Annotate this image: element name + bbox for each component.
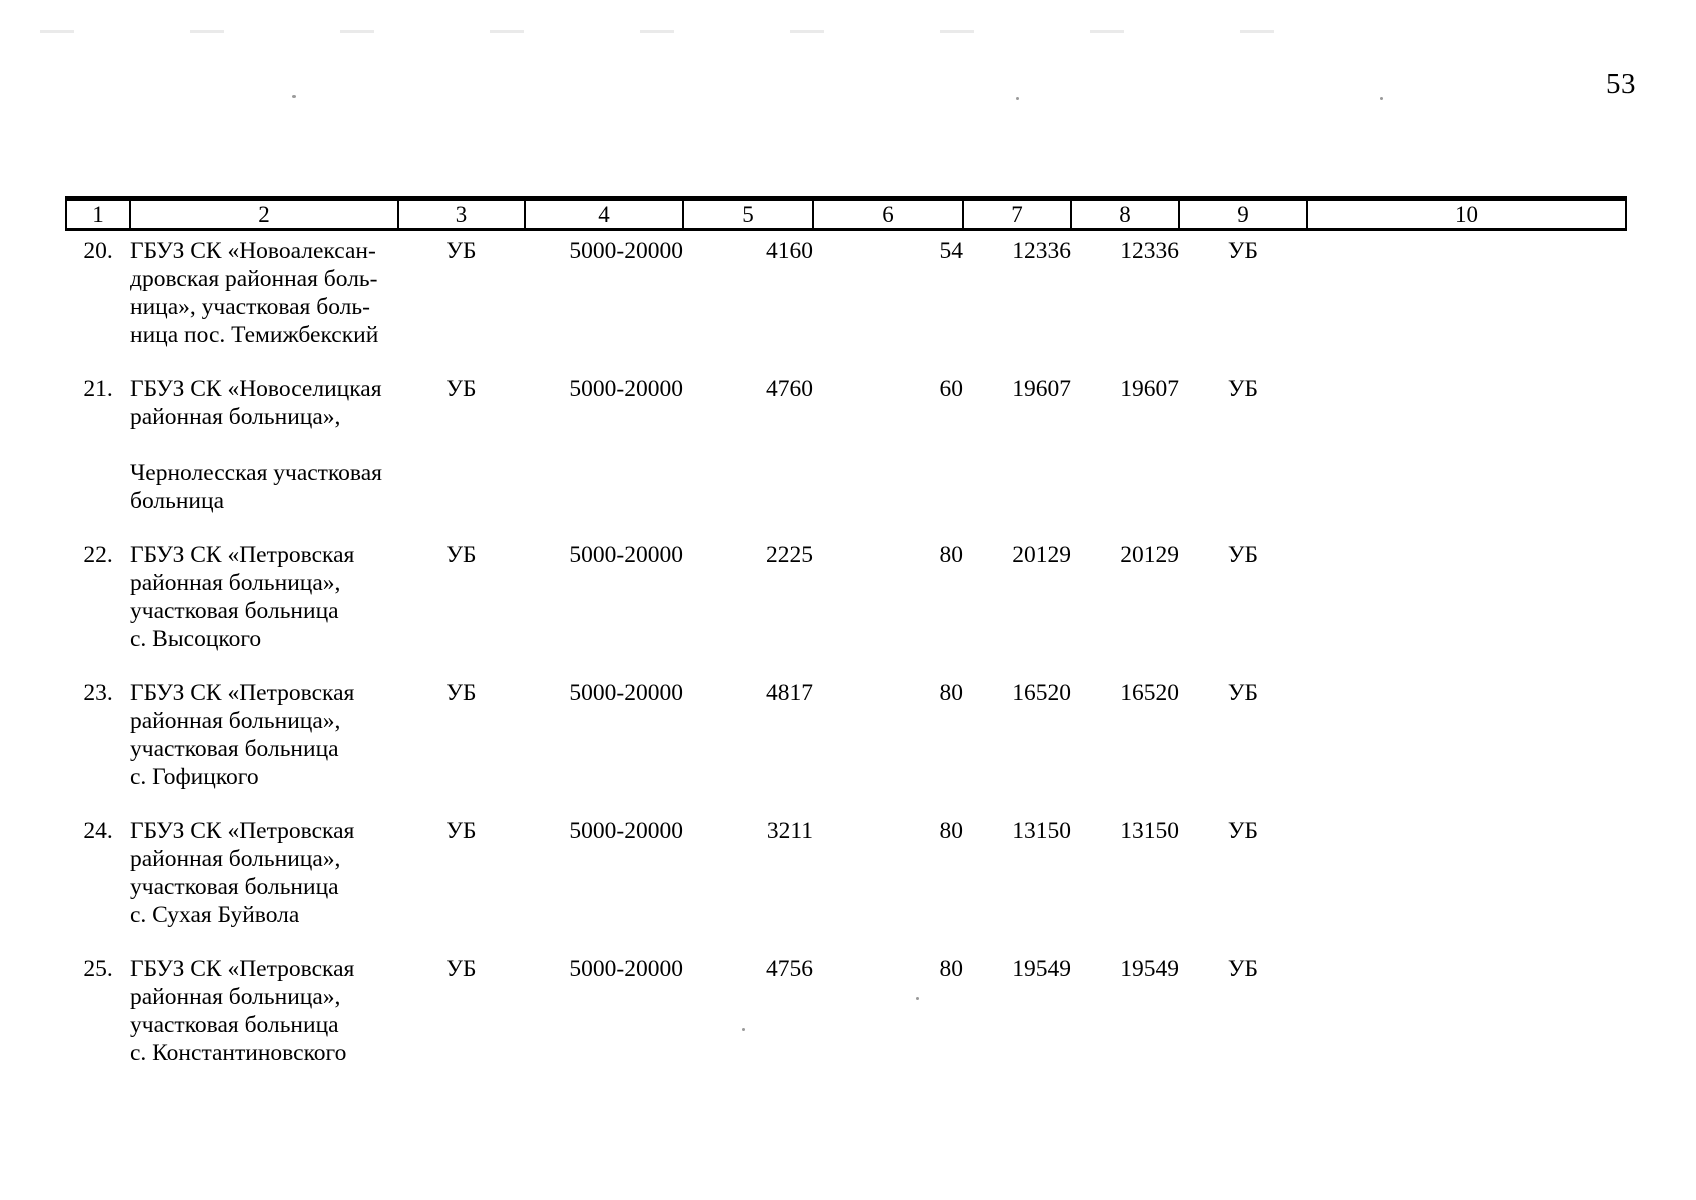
value-col7-cell: 20129 — [1012, 542, 1071, 568]
value-col6-cell: 80 — [939, 542, 964, 568]
value-col6-cell: 80 — [939, 818, 964, 844]
scan-speck — [916, 997, 919, 1000]
value-col7-cell: 16520 — [1012, 680, 1071, 706]
column-header-7: 7 — [962, 196, 1072, 231]
column-header-9: 9 — [1178, 196, 1308, 231]
facility-name-cell: ГБУЗ СК «Петровская районная больница», … — [130, 680, 355, 790]
row-number-cell: 20. — [83, 238, 113, 264]
column-header-8: 8 — [1070, 196, 1180, 231]
value-col6-cell: 60 — [939, 376, 964, 402]
range-cell: 5000-20000 — [569, 376, 683, 402]
range-cell: 5000-20000 — [569, 542, 683, 568]
scan-speck — [1016, 97, 1019, 100]
column-header-3: 3 — [397, 196, 526, 231]
value-col7-cell: 19607 — [1012, 376, 1071, 402]
value-col5-cell: 4760 — [766, 376, 813, 402]
type-col9-cell: УБ — [1227, 818, 1259, 844]
table-row: 21. ГБУЗ СК «Новоселицкая районная больн… — [66, 375, 1626, 541]
table-column-number-header: 1 2 3 4 5 6 7 8 9 10 — [65, 196, 1627, 231]
type-col9-cell: УБ — [1227, 956, 1259, 982]
header-row: 1 2 3 4 5 6 7 8 9 10 — [65, 196, 1627, 231]
value-col7-cell: 13150 — [1012, 818, 1071, 844]
table-body: 20. ГБУЗ СК «Новоалексан- дровская район… — [66, 230, 1626, 1094]
empty-col10-cell — [1307, 955, 1626, 1093]
type-col9-cell: УБ — [1227, 238, 1259, 264]
facility-type-cell: УБ — [446, 238, 477, 264]
scan-speck — [1380, 97, 1383, 100]
empty-col10-cell — [1307, 541, 1626, 679]
table-row: 24. ГБУЗ СК «Петровская районная больниц… — [66, 817, 1626, 955]
facility-type-cell: УБ — [446, 956, 477, 982]
value-col8-cell: 20129 — [1120, 542, 1179, 568]
value-col5-cell: 4817 — [766, 680, 813, 706]
row-number-cell: 23. — [83, 680, 113, 706]
row-number-cell: 24. — [83, 818, 113, 844]
value-col5-cell: 2225 — [766, 542, 813, 568]
column-header-4: 4 — [524, 196, 684, 231]
facility-type-cell: УБ — [446, 376, 477, 402]
empty-col10-cell — [1307, 817, 1626, 955]
range-cell: 5000-20000 — [569, 238, 683, 264]
row-number-cell: 25. — [83, 956, 113, 982]
value-col8-cell: 19607 — [1120, 376, 1179, 402]
value-col8-cell: 13150 — [1120, 818, 1179, 844]
value-col8-cell: 12336 — [1120, 238, 1179, 264]
facility-name-cell: ГБУЗ СК «Новоселицкая районная больница»… — [130, 376, 382, 514]
type-col9-cell: УБ — [1227, 542, 1259, 568]
scan-artifact-dashes — [40, 30, 1360, 33]
facility-type-cell: УБ — [446, 818, 477, 844]
column-header-5: 5 — [682, 196, 814, 231]
table-row: 20. ГБУЗ СК «Новоалексан- дровская район… — [66, 230, 1626, 376]
row-number-cell: 21. — [83, 376, 113, 402]
empty-col10-cell — [1307, 230, 1626, 376]
value-col6-cell: 54 — [939, 238, 964, 264]
facility-name-cell: ГБУЗ СК «Петровская районная больница», … — [130, 542, 355, 652]
value-col8-cell: 19549 — [1120, 956, 1179, 982]
value-col5-cell: 3211 — [766, 818, 813, 844]
facility-name-cell: ГБУЗ СК «Петровская районная больница», … — [130, 818, 355, 928]
value-col5-cell: 4756 — [766, 956, 813, 982]
page-number: 53 — [1606, 68, 1636, 100]
type-col9-cell: УБ — [1227, 376, 1259, 402]
facilities-table: 1 2 3 4 5 6 7 8 9 10 20. ГБУЗ СК «Новоал… — [65, 196, 1627, 1093]
value-col6-cell: 80 — [939, 956, 964, 982]
value-col7-cell: 19549 — [1012, 956, 1071, 982]
value-col7-cell: 12336 — [1012, 238, 1071, 264]
value-col8-cell: 16520 — [1120, 680, 1179, 706]
value-col6-cell: 80 — [939, 680, 964, 706]
range-cell: 5000-20000 — [569, 956, 683, 982]
column-header-6: 6 — [812, 196, 964, 231]
facility-type-cell: УБ — [446, 680, 477, 706]
scan-speck — [742, 1028, 745, 1031]
column-header-10: 10 — [1306, 196, 1627, 231]
range-cell: 5000-20000 — [569, 680, 683, 706]
value-col5-cell: 4160 — [766, 238, 813, 264]
table-row: 25. ГБУЗ СК «Петровская районная больниц… — [66, 955, 1626, 1093]
column-header-1: 1 — [65, 196, 131, 231]
row-number-cell: 22. — [83, 542, 113, 568]
empty-col10-cell — [1307, 679, 1626, 817]
empty-col10-cell — [1307, 375, 1626, 541]
facility-name-cell: ГБУЗ СК «Новоалексан- дровская районная … — [130, 238, 379, 348]
column-header-2: 2 — [129, 196, 399, 231]
type-col9-cell: УБ — [1227, 680, 1259, 706]
range-cell: 5000-20000 — [569, 818, 683, 844]
facility-type-cell: УБ — [446, 542, 477, 568]
table-row: 23. ГБУЗ СК «Петровская районная больниц… — [66, 679, 1626, 817]
table-row: 22. ГБУЗ СК «Петровская районная больниц… — [66, 541, 1626, 679]
scan-speck — [292, 95, 296, 98]
facility-name-cell: ГБУЗ СК «Петровская районная больница», … — [130, 956, 355, 1066]
